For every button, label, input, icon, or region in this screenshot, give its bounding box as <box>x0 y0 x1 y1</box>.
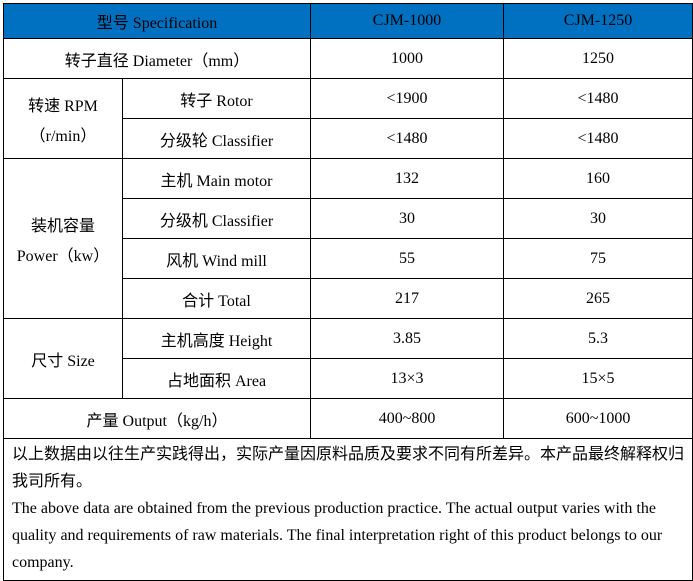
main-motor-label: 主机 Main motor <box>121 158 312 199</box>
area-row: 占地面积 Area 13×3 15×5 <box>4 358 693 399</box>
wind-mill-label: 风机 Wind mill <box>121 238 312 279</box>
main-motor-row: 装机容量 Power（kw） 主机 Main motor 132 160 <box>3 158 693 319</box>
rpm-group: 转速 RPM （r/min） <box>3 78 123 159</box>
rpm-group-unit: （r/min） <box>29 127 97 145</box>
diameter-v1: 1000 <box>310 38 505 79</box>
classifier-speed-v2: <1480 <box>503 118 693 159</box>
rpm-group-label: 转速 RPM <box>28 97 98 115</box>
notes-cell: 以上数据由以往生产实践得出，实际产量因原料品质及要求不同有所差异。本产品最终解释… <box>2 438 693 581</box>
height-row: 尺寸 Size 主机高度 Height 3.85 5.3 <box>3 318 693 399</box>
height-v2: 5.3 <box>503 318 693 359</box>
classifier-speed-label: 分级轮 Classifier <box>121 118 312 159</box>
total-row: 合计 Total 217 265 <box>4 278 693 319</box>
header-row: 型号 Specification CJM-1000 CJM-1250 <box>2 3 693 39</box>
diameter-label: 转子直径 Diameter（mm） <box>2 38 312 79</box>
wind-mill-row: 风机 Wind mill 55 75 <box>4 238 693 279</box>
model-1-header: CJM-1000 <box>310 3 505 39</box>
output-row: 产量 Output（kg/h） 400~800 600~1000 <box>2 398 693 439</box>
classifier-power-label: 分级机 Classifier <box>121 198 312 239</box>
classifier-power-v1: 30 <box>310 198 505 239</box>
classifier-power-row: 分级机 Classifier 30 30 <box>4 198 693 239</box>
power-group: 装机容量 Power（kw） <box>3 158 123 319</box>
output-v1: 400~800 <box>310 398 505 439</box>
classifier-power-v2: 30 <box>503 198 693 239</box>
diameter-row: 转子直径 Diameter（mm） 1000 1250 <box>2 38 693 79</box>
spec-header: 型号 Specification <box>2 3 312 39</box>
classifier-speed-v1: <1480 <box>310 118 505 159</box>
wind-mill-v2: 75 <box>503 238 693 279</box>
area-v2: 15×5 <box>503 358 693 399</box>
height-label: 主机高度 Height <box>121 318 312 359</box>
power-group-label: 装机容量 <box>30 217 95 235</box>
total-v2: 265 <box>503 278 693 319</box>
main-motor-v1: 132 <box>310 158 505 199</box>
output-label: 产量 Output（kg/h） <box>2 398 312 439</box>
size-group: 尺寸 Size <box>3 318 123 399</box>
rotor-row: 转速 RPM （r/min） 转子 Rotor <1900 <1480 <box>3 78 693 159</box>
model-2-header: CJM-1250 <box>503 3 693 39</box>
wind-mill-v1: 55 <box>310 238 505 279</box>
total-v1: 217 <box>310 278 505 319</box>
area-v1: 13×3 <box>310 358 505 399</box>
rotor-v2: <1480 <box>503 78 693 119</box>
area-label: 占地面积 Area <box>121 358 312 399</box>
diameter-v2: 1250 <box>503 38 693 79</box>
total-label: 合计 Total <box>121 278 312 319</box>
power-group-unit: Power（kw） <box>16 247 110 265</box>
rotor-label: 转子 Rotor <box>121 78 312 119</box>
height-v1: 3.85 <box>310 318 505 359</box>
rotor-v1: <1900 <box>310 78 505 119</box>
main-motor-v2: 160 <box>503 158 693 199</box>
note-zh: 以上数据由以往生产实践得出，实际产量因原料品质及要求不同有所差异。本产品最终解释… <box>12 446 685 490</box>
classifier-speed-row: 分级轮 Classifier <1480 <1480 <box>4 118 693 159</box>
spec-table: 型号 Specification CJM-1000 CJM-1250 转子直径 … <box>2 3 693 581</box>
output-v2: 600~1000 <box>503 398 693 439</box>
note-en: The above data are obtained from the pre… <box>12 500 663 571</box>
notes-row: 以上数据由以往生产实践得出，实际产量因原料品质及要求不同有所差异。本产品最终解释… <box>2 438 693 581</box>
